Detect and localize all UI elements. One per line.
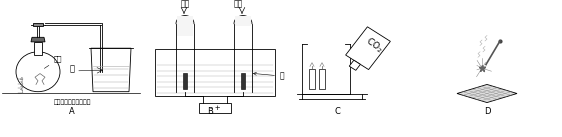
Bar: [155, 49, 275, 96]
Polygon shape: [346, 27, 391, 70]
Text: 3: 3: [20, 81, 23, 86]
Text: - +: - +: [210, 105, 220, 111]
Text: 氢气: 氢气: [180, 0, 189, 8]
Bar: [319, 69, 325, 89]
Bar: [183, 73, 187, 89]
Polygon shape: [93, 66, 129, 92]
Text: 水: 水: [253, 72, 284, 81]
Bar: [33, 23, 43, 26]
Polygon shape: [31, 37, 45, 42]
Text: 2: 2: [20, 86, 23, 91]
Polygon shape: [457, 84, 517, 103]
Text: D: D: [484, 107, 490, 116]
Bar: [177, 16, 193, 35]
Text: 4: 4: [20, 76, 23, 82]
Text: 氧气: 氧气: [234, 0, 243, 8]
Text: 红磷: 红磷: [44, 56, 62, 68]
Text: A: A: [69, 107, 75, 116]
Bar: [34, 42, 42, 55]
Polygon shape: [156, 62, 274, 95]
Text: C: C: [334, 107, 340, 116]
Polygon shape: [91, 48, 131, 92]
Text: 测定空气里的氧气含量: 测定空气里的氧气含量: [53, 100, 90, 105]
Circle shape: [16, 52, 60, 92]
Text: 水: 水: [70, 65, 75, 74]
Bar: [235, 16, 251, 26]
Text: B: B: [207, 107, 213, 116]
Bar: [241, 73, 245, 89]
Text: CO$_2$: CO$_2$: [362, 35, 386, 56]
Polygon shape: [349, 60, 360, 70]
Bar: [309, 69, 315, 89]
Text: 1: 1: [20, 90, 23, 95]
Bar: [199, 103, 231, 112]
